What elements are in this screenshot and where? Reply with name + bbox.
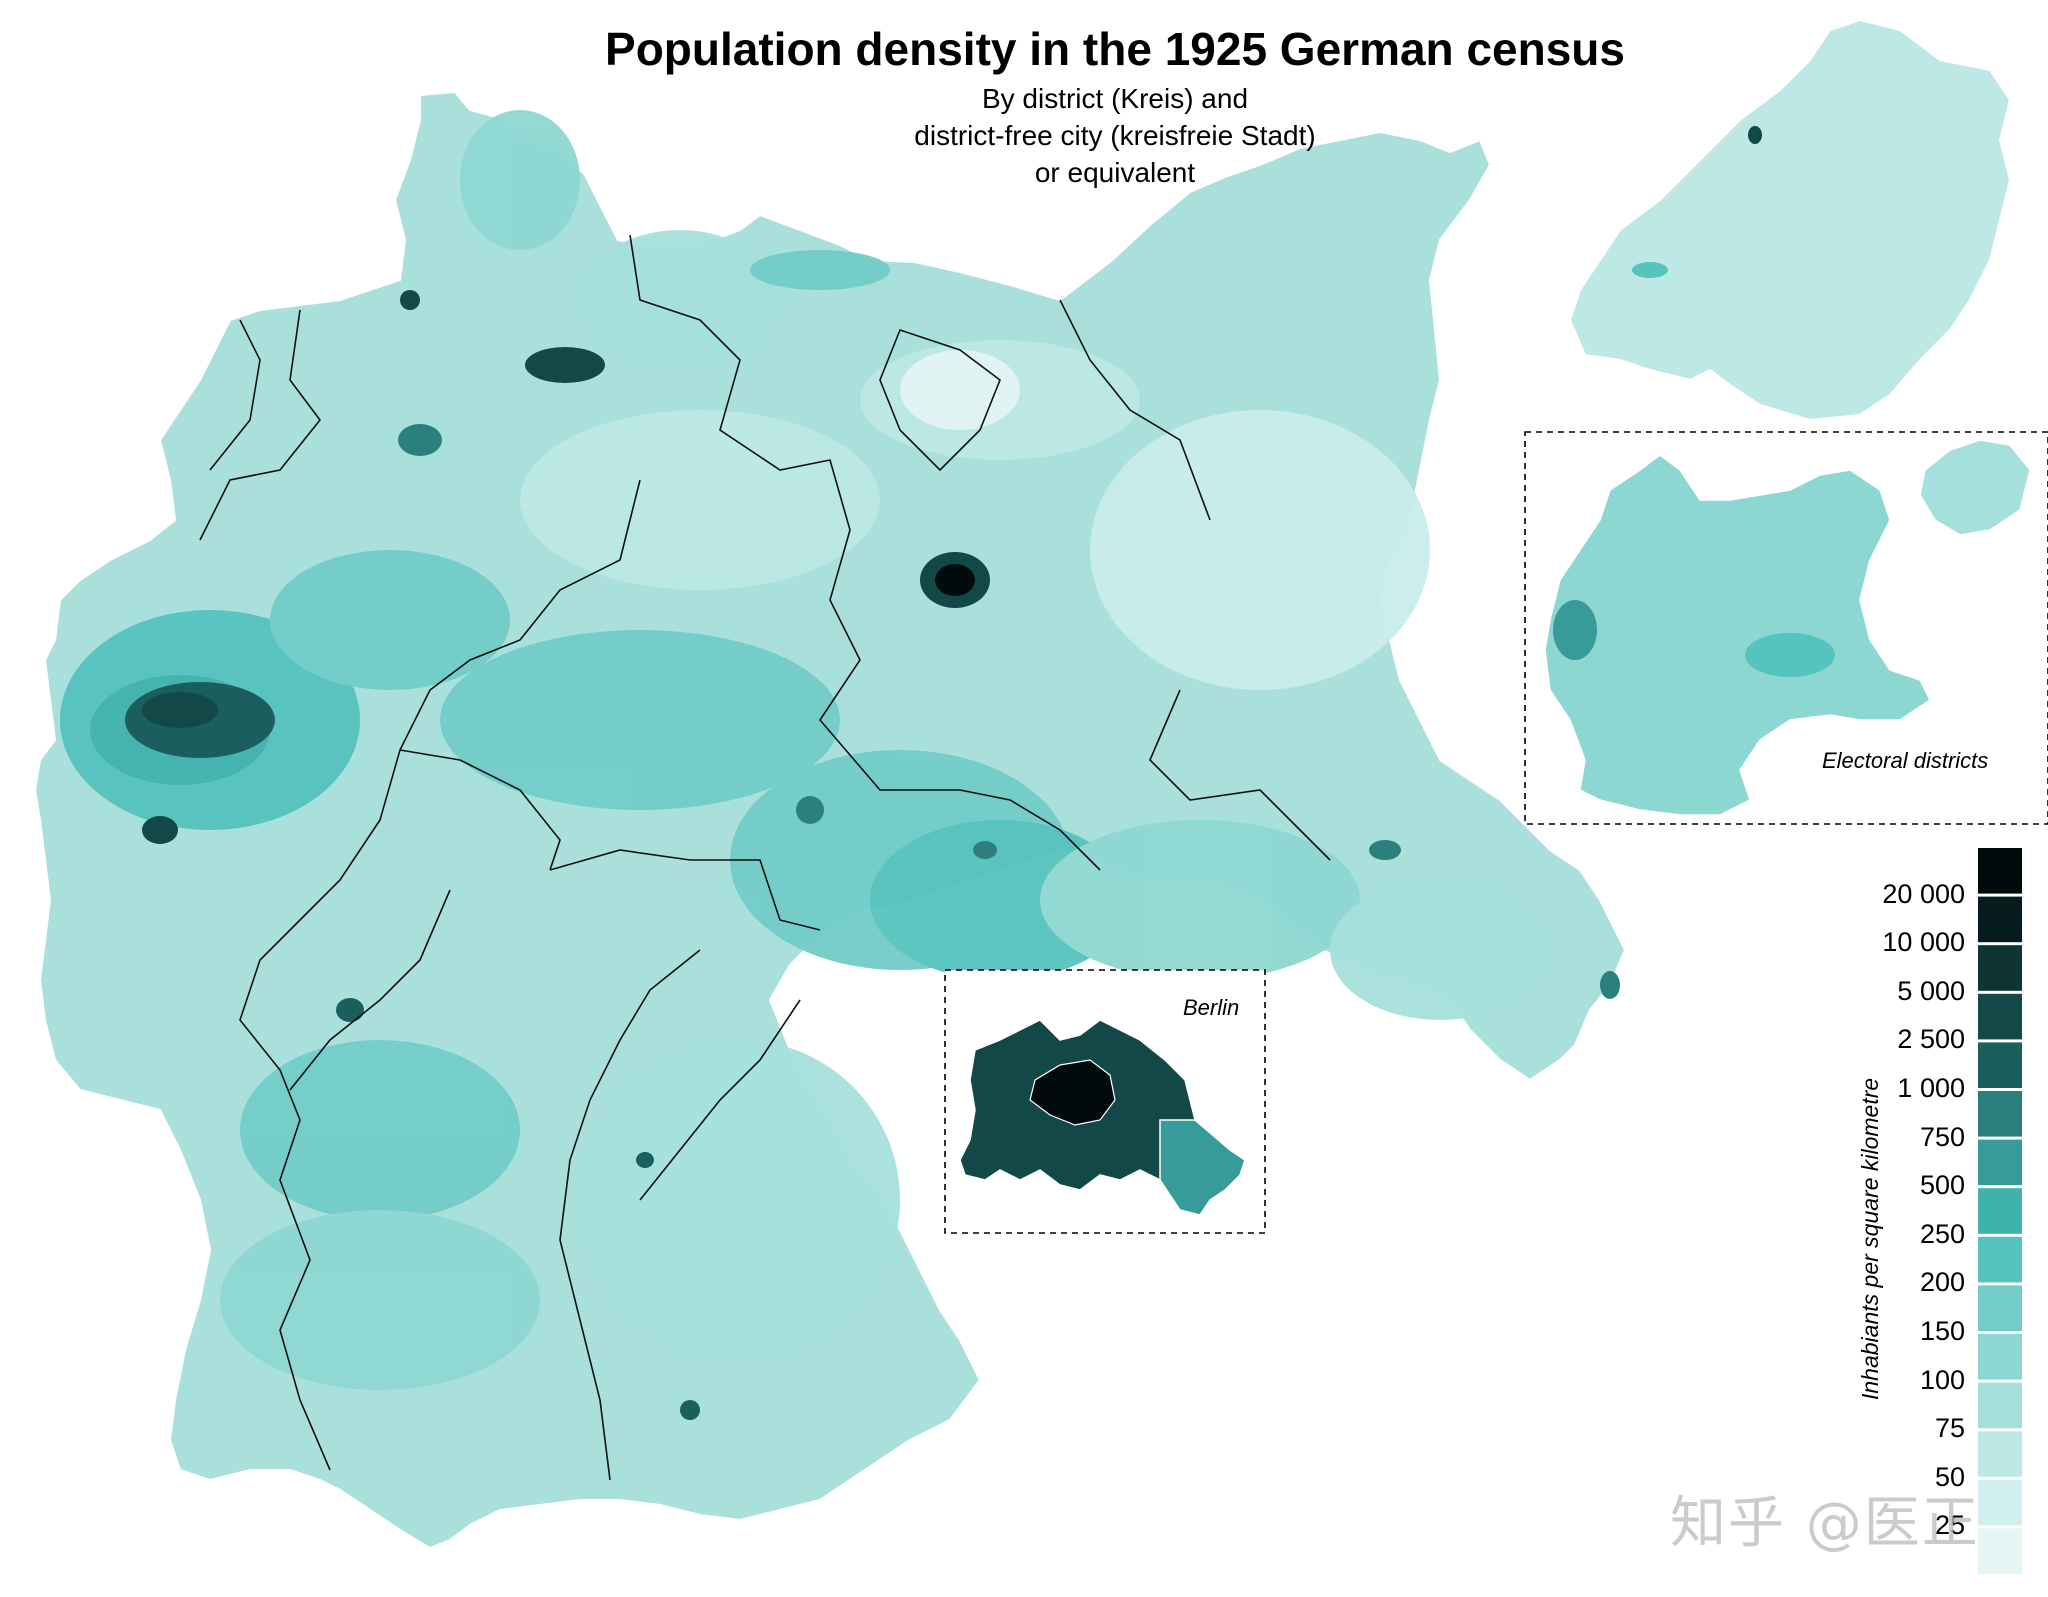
legend-break-label: 25: [1934, 1510, 1965, 1541]
legend-break-label: 10 000: [1882, 927, 1965, 958]
legend-break-label: 500: [1919, 1170, 1965, 1201]
legend-swatch: [1978, 1042, 2022, 1088]
density-regions: [60, 110, 1550, 1390]
legend-swatch: [1978, 1091, 2022, 1137]
subtitle-line-3: or equivalent: [1034, 157, 1196, 188]
legend-break-label: 1 000: [1897, 1073, 1965, 1103]
legend-swatch: [1978, 1236, 2022, 1283]
legend-break-label: 150: [1919, 1316, 1965, 1346]
state-borders: [199, 234, 1331, 1481]
electoral-germany: [1544, 454, 1931, 816]
legend-swatch: [1978, 1285, 2022, 1331]
legend-break-label: 5 000: [1897, 975, 1965, 1006]
legend-swatch: [1978, 1431, 2022, 1477]
electoral-inset-label: Electoral districts: [1822, 748, 1989, 773]
electoral-ruhr: [1553, 600, 1597, 660]
berlin-center: [1029, 1059, 1116, 1126]
legend-color-scale: [1978, 848, 2022, 1574]
legend-break-label: 100: [1919, 1364, 1965, 1395]
legend-swatch: [1978, 993, 2022, 1040]
legend-swatch: [1978, 1188, 2022, 1234]
legend-break-label: 200: [1919, 1267, 1965, 1298]
germany-main-map: [33, 90, 1627, 1550]
koenigsberg-district: [1748, 126, 1762, 144]
legend-swatch: [1978, 1382, 2022, 1429]
legend-swatch: [1978, 848, 2022, 894]
legend-break-label: 50: [1934, 1461, 1965, 1492]
berlin-southeast: [1159, 1119, 1246, 1216]
berlin-inset: [944, 969, 1266, 1234]
east-prussia-shape: [1568, 18, 2012, 422]
map-subtitle: By district (Kreis) and district-free ci…: [820, 80, 1410, 191]
legend-break-label: 250: [1919, 1218, 1965, 1249]
map-title: Population density in the 1925 German ce…: [605, 23, 1625, 75]
dense-cities: [125, 290, 1620, 1420]
subtitle-line-1: By district (Kreis) and: [981, 83, 1249, 114]
legend-swatch: [1978, 1528, 2022, 1574]
legend-swatch: [1978, 896, 2022, 943]
electoral-east-prussia: [1919, 439, 2031, 536]
legend-break-label: 750: [1919, 1121, 1965, 1152]
legend-swatch: [1978, 1334, 2022, 1380]
legend-swatch: [1978, 1479, 2022, 1526]
watermark: 知乎 @医正: [1670, 1491, 1980, 1556]
electoral-inset: [1524, 431, 2048, 825]
legend-break-label: 20 000: [1882, 878, 1965, 909]
east-prussia-city: [1632, 262, 1668, 278]
subtitle-line-2: district-free city (kreisfreie Stadt): [914, 120, 1316, 151]
legend-swatch: [1978, 1139, 2022, 1186]
east-prussia-map: [1568, 18, 2012, 422]
legend-break-label: 2 500: [1897, 1024, 1965, 1055]
berlin-inset-label: Berlin: [1183, 995, 1240, 1020]
electoral-saxony: [1745, 633, 1835, 677]
legend-swatch: [1978, 945, 2022, 991]
legend-break-label: 75: [1934, 1413, 1965, 1444]
